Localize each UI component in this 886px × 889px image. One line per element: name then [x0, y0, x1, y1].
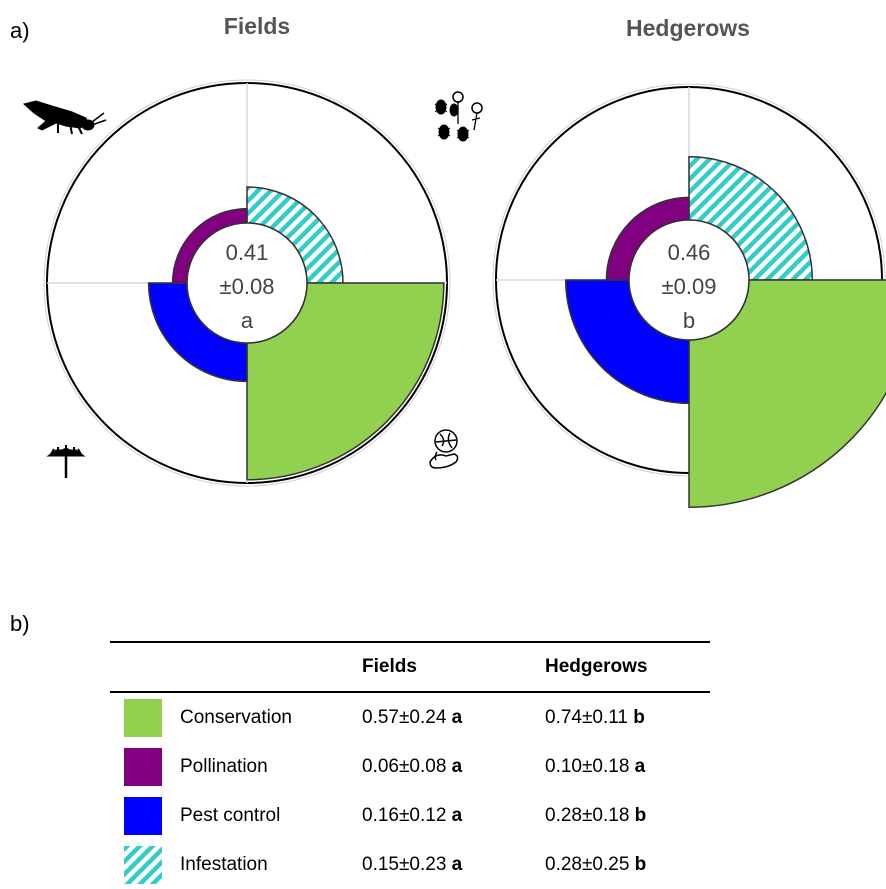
hedgerows-value: 0.28±0.25 — [545, 853, 630, 875]
polar-charts-figure: a) Fields 0.41 ±0.08 a Hedgerows 0.46 ±0… — [10, 13, 886, 636]
fields-value: 0.06±0.08 — [362, 755, 447, 777]
hedgerows-value-cell: 0.10±0.18 a — [545, 742, 710, 791]
fields-center-mean: 0.41 — [226, 240, 269, 265]
pest-control-swatch — [124, 796, 162, 835]
fields-polar-chart: Fields 0.41 ±0.08 a — [43, 13, 451, 487]
fields-center-circle — [186, 222, 308, 344]
hedgerows-letter: b — [634, 804, 647, 826]
hedgerows-value: 0.28±0.18 — [545, 804, 630, 826]
hedgerows-letter: a — [634, 755, 646, 777]
fields-letter: a — [451, 804, 463, 826]
table-row-pollination: Pollination 0.06±0.08 a 0.10±0.18 a — [110, 742, 710, 791]
fields-letter: a — [451, 706, 463, 728]
table-row-infestation: Infestation 0.15±0.23 a 0.28±0.25 b — [110, 840, 710, 889]
fields-letter: a — [451, 853, 463, 875]
pollination-swatch — [124, 747, 162, 786]
swatch-cell — [110, 791, 180, 840]
hedgerows-value-cell: 0.74±0.11 b — [545, 692, 710, 742]
fields-center-letter: a — [241, 308, 254, 333]
row-label: Pollination — [180, 755, 268, 777]
hedgerows-letter: b — [633, 706, 645, 728]
fields-letter: a — [451, 755, 463, 777]
hedgerows-value-cell: 0.28±0.18 b — [545, 791, 710, 840]
panel-label-b: b) — [10, 611, 30, 636]
hedgerows-center-letter: b — [683, 308, 695, 333]
hedgerows-value: 0.74±0.11 — [545, 706, 628, 728]
row-label: Conservation — [180, 706, 292, 728]
hedgerows-center-mean: 0.46 — [668, 240, 711, 265]
hedgerows-value: 0.10±0.18 — [545, 755, 630, 777]
flower-icon — [46, 445, 86, 478]
fields-chart-title: Fields — [224, 13, 290, 39]
hedgerows-center-sd: ±0.09 — [662, 274, 717, 299]
row-label: Infestation — [180, 853, 268, 875]
beetles-and-flowers-icon — [434, 91, 483, 142]
hedgerows-center-circle — [628, 219, 750, 341]
swatch-cell — [110, 840, 180, 889]
table-header-hedgerows: Hedgerows — [545, 641, 710, 693]
table-header-label — [180, 641, 362, 693]
fields-value-cell: 0.15±0.23 a — [362, 840, 545, 889]
fields-value-cell: 0.57±0.24 a — [362, 692, 545, 742]
table-header-swatch — [110, 641, 180, 693]
hedgerows-sectors — [564, 155, 886, 508]
table-header-fields: Fields — [362, 641, 545, 693]
fields-center-sd: ±0.08 — [220, 274, 275, 299]
fields-value: 0.16±0.12 — [362, 804, 447, 826]
hand-holding-globe-icon — [429, 429, 459, 469]
swatch-cell — [110, 742, 180, 791]
infestation-swatch — [124, 845, 162, 884]
hedgerows-chart-title: Hedgerows — [626, 15, 750, 41]
fields-value-cell: 0.16±0.12 a — [362, 791, 545, 840]
insect-larva-icon — [22, 100, 107, 135]
fields-value: 0.15±0.23 — [362, 853, 447, 875]
fields-value: 0.57±0.24 — [362, 706, 447, 728]
conservation-swatch — [124, 698, 162, 737]
summary-table: Fields Hedgerows Conservation 0.57±0.24 … — [110, 641, 710, 889]
table-header-row: Fields Hedgerows — [110, 641, 710, 693]
fields-value-cell: 0.06±0.08 a — [362, 742, 545, 791]
table-row-conservation: Conservation 0.57±0.24 a 0.74±0.11 b — [110, 692, 710, 742]
hedgerows-polar-chart: Hedgerows 0.46 ±0.09 b — [492, 15, 886, 508]
swatch-cell — [110, 692, 180, 742]
table-row-pest-control: Pest control 0.16±0.12 a 0.28±0.18 b — [110, 791, 710, 840]
panel-label-a: a) — [10, 18, 30, 43]
row-label: Pest control — [180, 804, 281, 826]
hedgerows-letter: b — [634, 853, 647, 875]
hedgerows-value-cell: 0.28±0.25 b — [545, 840, 710, 889]
